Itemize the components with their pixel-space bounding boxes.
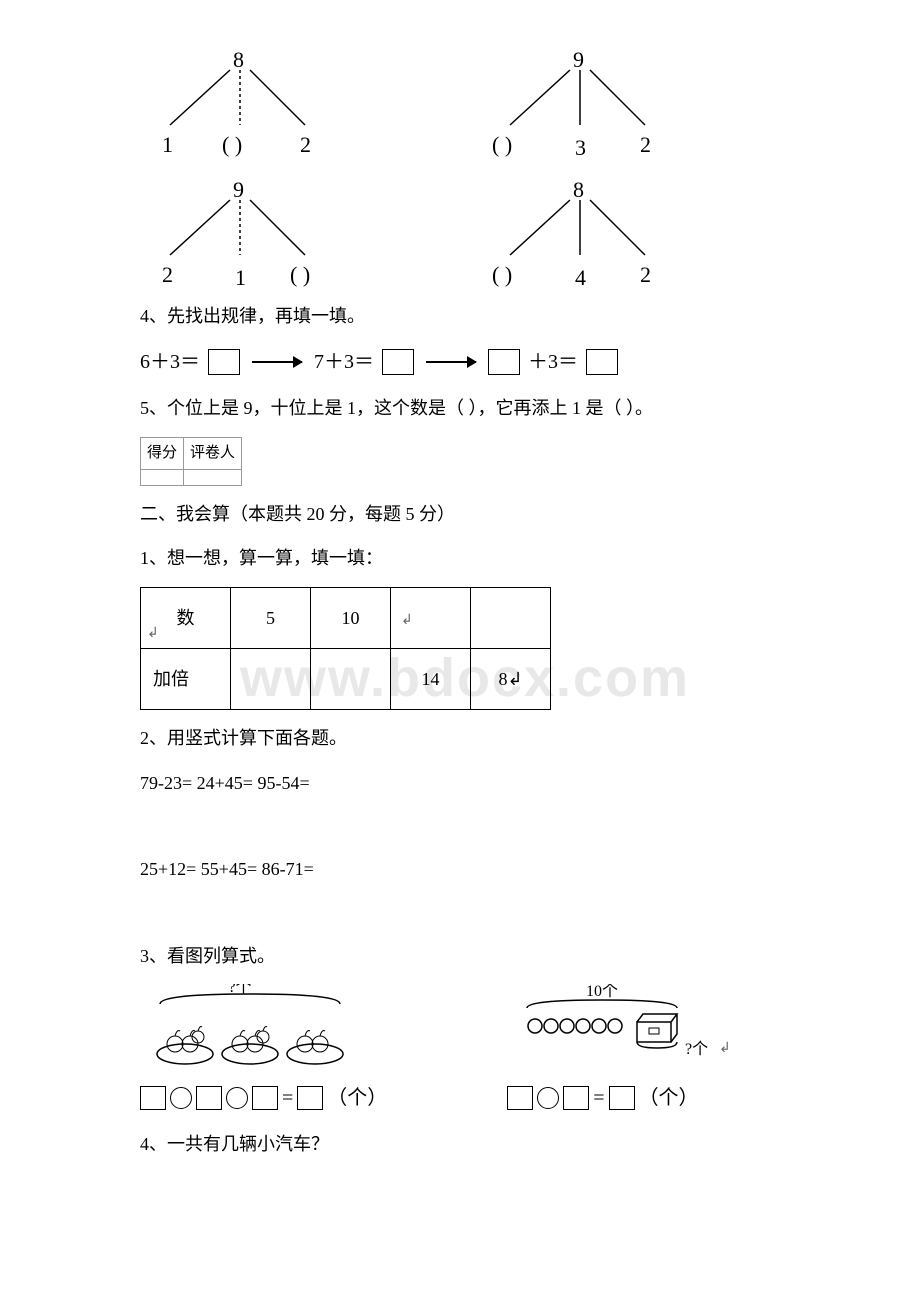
tree-right: ( ): [290, 255, 310, 295]
section-2-title: 二、我会算（本题共 20 分，每题 5 分）: [140, 498, 860, 530]
tree-2: 9 ( ) 3 2: [480, 40, 680, 150]
table-cell: 10: [311, 587, 391, 648]
question-4-label: 4、先找出规律，再填一填。: [140, 300, 860, 332]
svg-text:?个: ?个: [228, 984, 251, 996]
grader-col: 评卷人: [184, 437, 242, 469]
table-cell: 数↲: [141, 587, 231, 648]
operator-circle[interactable]: [537, 1087, 559, 1109]
s2-q1-label: 1、想一想，算一算，填一填：: [140, 542, 860, 574]
score-col: 得分: [141, 437, 184, 469]
tree-left: 1: [162, 125, 173, 165]
answer-box[interactable]: [196, 1086, 222, 1110]
circles-box-diagram: 10个 ?个 ↲: [507, 984, 747, 1074]
answer-box[interactable]: [208, 349, 240, 375]
answer-box[interactable]: [382, 349, 414, 375]
apples-diagram: ?个: [140, 984, 360, 1074]
answer-box[interactable]: [297, 1086, 323, 1110]
table-cell: 加倍: [141, 648, 231, 709]
arrow-icon: [426, 361, 476, 363]
table-cell: 14: [391, 648, 471, 709]
tree-right: 2: [640, 125, 651, 165]
s2-q3-label: 3、看图列算式。: [140, 940, 860, 972]
answer-box[interactable]: [609, 1086, 635, 1110]
table-cell[interactable]: [311, 648, 391, 709]
tree-left: ( ): [492, 255, 512, 295]
tree-mid: 3: [575, 128, 586, 168]
answer-box[interactable]: [252, 1086, 278, 1110]
tree-mid: 1: [235, 258, 246, 298]
tree-diagram-row-1: 8 1 ( ) 2 9 ( ) 3 2: [140, 40, 860, 150]
svg-text:10个: 10个: [586, 984, 618, 1000]
unit-suffix: （个）: [327, 1080, 387, 1116]
eq-part: 6＋3＝: [140, 344, 200, 380]
picture-equations: ?个: [140, 984, 860, 1116]
pattern-equation: 6＋3＝ 7＋3＝ ＋3＝: [140, 344, 860, 380]
equals: =: [282, 1080, 293, 1116]
page-content: 8 1 ( ) 2 9 ( ) 3 2 9 2 1: [140, 40, 860, 1160]
s2-q2-label: 2、用竖式计算下面各题。: [140, 722, 860, 754]
eq-part: ＋3＝: [528, 344, 578, 380]
tree-mid: 4: [575, 258, 586, 298]
answer-box[interactable]: [488, 349, 520, 375]
tree-diagram-row-2: 9 2 1 ( ) 8 ( ) 4 2: [140, 170, 860, 280]
eq-part: 7＋3＝: [314, 344, 374, 380]
s2-q2-line2: 25+12= 55+45= 86-71=: [140, 853, 860, 885]
table-cell[interactable]: ↲: [391, 587, 471, 648]
table-cell[interactable]: [471, 587, 551, 648]
table-cell: 8↲: [471, 648, 551, 709]
unit-suffix: （个）: [639, 1080, 699, 1116]
tree-left: ( ): [492, 125, 512, 165]
arrow-icon: [252, 361, 302, 363]
table-cell: 5: [231, 587, 311, 648]
svg-text:?个: ?个: [685, 1040, 708, 1058]
tree-top: 9: [573, 40, 584, 80]
tree-top: 8: [233, 40, 244, 80]
equals: =: [593, 1080, 604, 1116]
answer-box[interactable]: [563, 1086, 589, 1110]
svg-text:↲: ↲: [719, 1041, 731, 1056]
tree-4: 8 ( ) 4 2: [480, 170, 680, 280]
tree-1: 8 1 ( ) 2: [140, 40, 340, 150]
answer-box[interactable]: [140, 1086, 166, 1110]
tree-right: 2: [640, 255, 651, 295]
tree-3: 9 2 1 ( ): [140, 170, 340, 280]
s2-q4-label: 4、一共有几辆小汽车？: [140, 1128, 860, 1160]
pic-eq-right: 10个 ?个 ↲ =: [507, 984, 747, 1116]
tree-left: 2: [162, 255, 173, 295]
operator-circle[interactable]: [170, 1087, 192, 1109]
double-table: 数↲ 5 10 ↲ 加倍 14 8↲: [140, 587, 551, 711]
tree-mid: ( ): [222, 125, 242, 165]
answer-box[interactable]: [586, 349, 618, 375]
s2-q2-line1: 79-23= 24+45= 95-54=: [140, 767, 860, 799]
tree-top: 8: [573, 170, 584, 210]
table-cell[interactable]: [231, 648, 311, 709]
score-table: 得分 评卷人: [140, 437, 242, 486]
pic-eq-left: ?个: [140, 984, 387, 1116]
operator-circle[interactable]: [226, 1087, 248, 1109]
tree-top: 9: [233, 170, 244, 210]
question-5: 5、个位上是 9，十位上是 1，这个数是（ ），它再添上 1 是（ ）。: [140, 392, 860, 424]
answer-box[interactable]: [507, 1086, 533, 1110]
tree-right: 2: [300, 125, 311, 165]
